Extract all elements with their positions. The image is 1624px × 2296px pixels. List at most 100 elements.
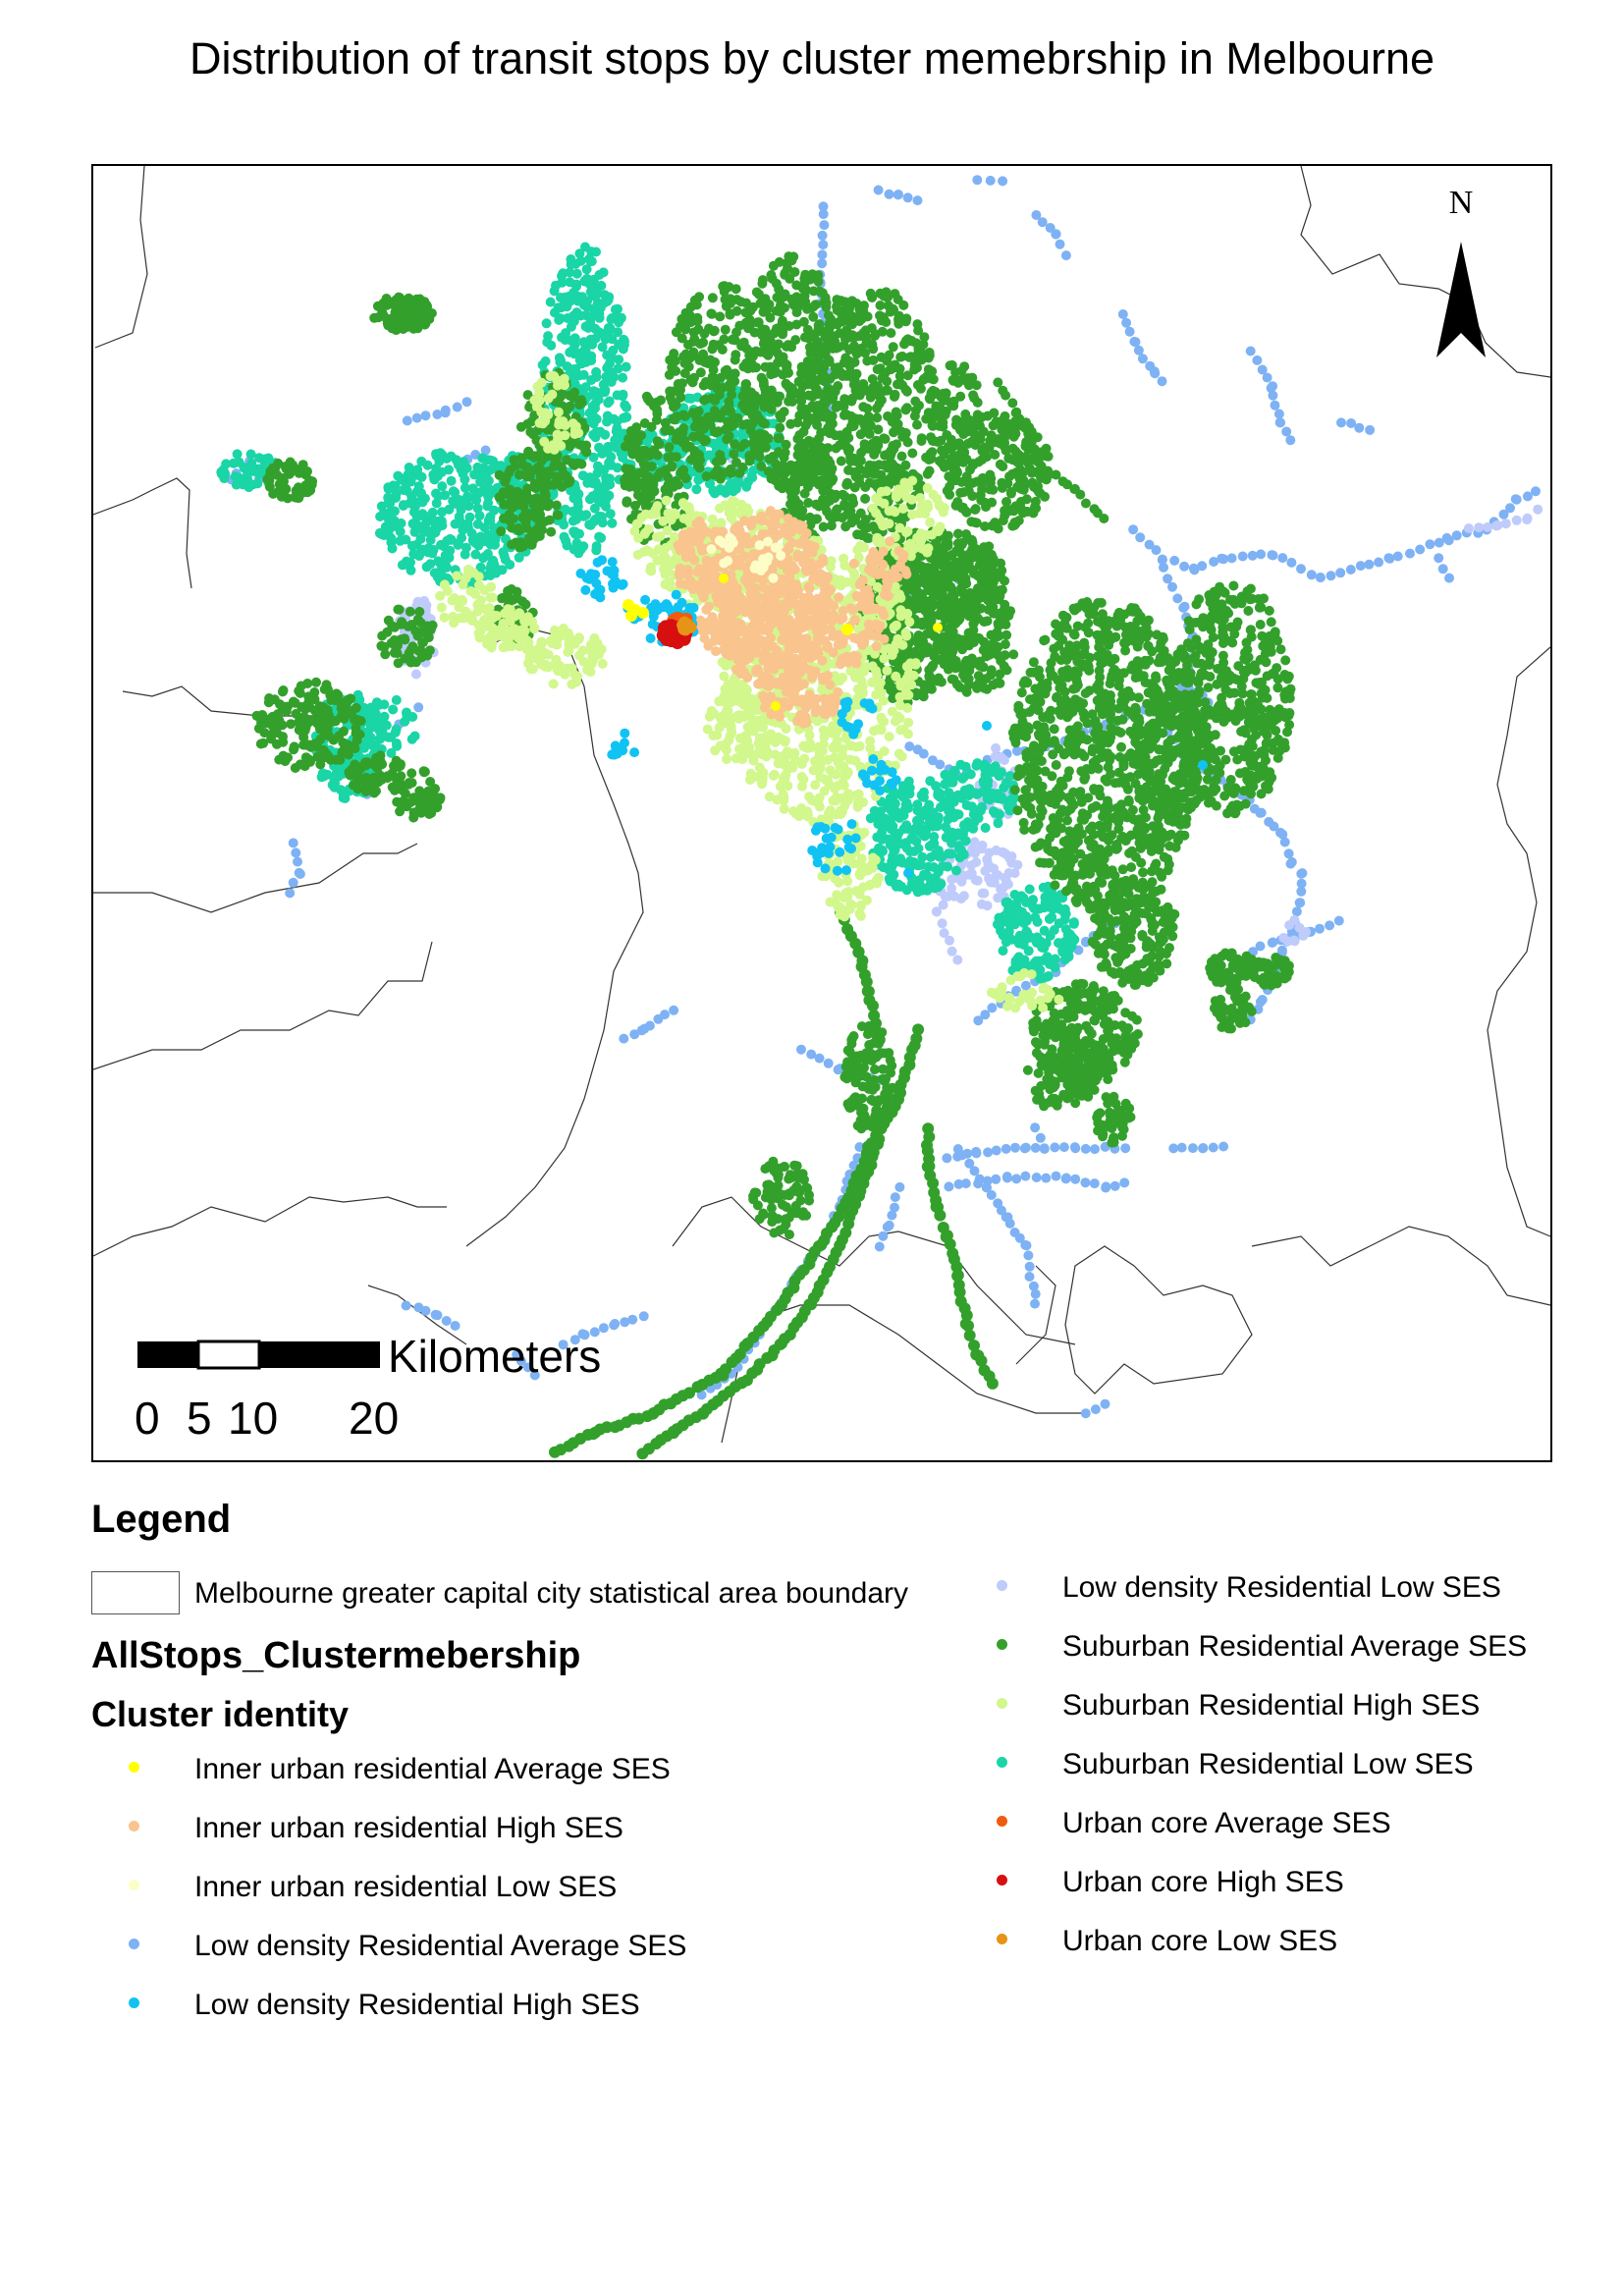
boundary-line-west-upper	[93, 477, 192, 589]
transit-stop	[1067, 936, 1078, 947]
transit-stop	[591, 280, 602, 291]
transit-stop	[1147, 739, 1158, 749]
transit-stop	[1511, 515, 1522, 525]
transit-stop	[452, 402, 462, 412]
transit-stop	[1199, 660, 1210, 671]
transit-stop	[472, 462, 483, 472]
transit-stop	[806, 1049, 817, 1060]
transit-stop	[1009, 902, 1020, 912]
transit-stop	[1051, 229, 1061, 240]
transit-stop	[1257, 364, 1268, 375]
transit-stop	[843, 432, 854, 443]
transit-stop	[1168, 1143, 1179, 1154]
transit-stop	[892, 439, 901, 450]
transit-stop	[1044, 913, 1055, 924]
transit-stop	[953, 662, 964, 673]
transit-stop	[858, 379, 869, 389]
transit-stop	[1004, 1218, 1015, 1229]
transit-stop	[1124, 326, 1135, 337]
transit-stop	[491, 568, 502, 578]
transit-stop	[893, 379, 902, 390]
transit-stop	[1051, 760, 1061, 770]
transit-stop	[1037, 217, 1048, 228]
transit-stop	[610, 1319, 621, 1329]
transit-stop	[1129, 626, 1140, 636]
transit-stop	[917, 851, 928, 862]
transit-stop	[1092, 785, 1103, 795]
transit-stop	[401, 534, 411, 545]
transit-stop	[781, 439, 791, 450]
transit-stop	[1037, 781, 1048, 792]
transit-stop	[909, 847, 919, 856]
transit-stop	[926, 852, 936, 862]
transit-stop	[870, 329, 881, 340]
transit-stop	[1200, 670, 1210, 681]
transit-stop	[1065, 855, 1075, 865]
transit-stop	[1425, 539, 1435, 550]
transit-stop	[246, 463, 256, 473]
transit-stop	[1014, 1232, 1025, 1243]
transit-stop	[568, 506, 578, 517]
transit-stop	[883, 862, 893, 873]
transit-stop	[613, 363, 623, 374]
transit-stop	[441, 1316, 452, 1326]
transit-stop	[911, 815, 922, 826]
transit-stop	[1084, 685, 1095, 696]
transit-stop	[1032, 916, 1043, 927]
transit-stop	[540, 355, 551, 366]
transit-stop	[1252, 355, 1263, 365]
transit-stop	[1163, 574, 1173, 584]
transit-stop	[796, 1044, 806, 1055]
transit-stop	[947, 946, 957, 957]
transit-stop	[902, 824, 913, 835]
transit-stop	[1029, 742, 1040, 753]
transit-stop	[1392, 551, 1403, 562]
transit-stop	[291, 847, 301, 858]
transit-stop	[600, 481, 611, 492]
transit-stop	[818, 240, 829, 250]
transit-stop	[884, 1220, 894, 1230]
transit-stop	[393, 470, 404, 481]
transit-stop	[1139, 786, 1150, 796]
transit-stop	[580, 242, 590, 252]
transit-stop	[1062, 944, 1073, 955]
transit-stop	[1078, 698, 1089, 709]
transit-stop	[1126, 862, 1137, 873]
transit-stop	[1135, 532, 1146, 543]
transit-stop	[469, 536, 480, 547]
transit-stop	[847, 393, 858, 404]
transit-stop	[982, 616, 993, 627]
transit-stop	[1184, 625, 1195, 635]
transit-stop	[1106, 690, 1115, 700]
transit-stop	[1282, 674, 1293, 684]
transit-stop	[1267, 550, 1277, 561]
transit-stop	[1149, 366, 1160, 377]
transit-stop	[1055, 808, 1065, 819]
transit-stop	[969, 837, 980, 847]
boundary-line-bay	[465, 627, 644, 1247]
transit-stop	[1140, 678, 1151, 687]
transit-stop	[986, 665, 997, 676]
transit-stop	[1058, 1142, 1069, 1153]
transit-stop	[288, 877, 298, 888]
transit-stop	[1254, 679, 1265, 689]
transit-stop	[1090, 1404, 1101, 1415]
transit-stop	[985, 175, 996, 186]
transit-stop	[461, 491, 472, 502]
transit-stop	[595, 426, 606, 437]
transit-stop	[959, 785, 970, 795]
transit-stop	[918, 792, 929, 802]
transit-stop	[1026, 763, 1037, 774]
transit-stop	[890, 798, 900, 809]
transit-stop	[410, 669, 421, 680]
transit-stop	[486, 560, 497, 570]
transit-stop	[1225, 775, 1236, 785]
transit-stop	[1230, 716, 1241, 727]
transit-stop	[569, 1335, 580, 1345]
transit-stop	[1346, 418, 1357, 428]
transit-stop	[1021, 915, 1032, 926]
transit-stop	[839, 297, 850, 307]
transit-stop	[1116, 799, 1127, 810]
transit-stop	[1009, 785, 1020, 795]
transit-stop	[879, 369, 890, 380]
